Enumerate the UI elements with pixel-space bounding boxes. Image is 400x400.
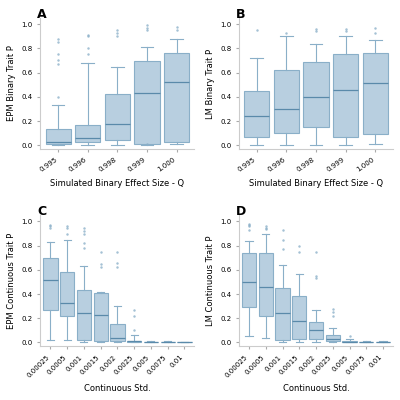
X-axis label: Simulated Binary Effect Size - Q: Simulated Binary Effect Size - Q: [249, 178, 383, 188]
PathPatch shape: [276, 288, 290, 340]
PathPatch shape: [292, 296, 306, 339]
PathPatch shape: [342, 341, 357, 342]
X-axis label: Continuous Std.: Continuous Std.: [283, 384, 350, 393]
Y-axis label: EPM Continuous Trait P: EPM Continuous Trait P: [7, 233, 16, 329]
PathPatch shape: [304, 62, 329, 127]
Text: A: A: [37, 8, 47, 21]
PathPatch shape: [94, 293, 108, 341]
PathPatch shape: [242, 253, 256, 307]
Text: D: D: [236, 205, 246, 218]
Y-axis label: EPM Binary Trait P: EPM Binary Trait P: [7, 46, 16, 122]
Text: B: B: [236, 8, 246, 21]
PathPatch shape: [46, 130, 71, 144]
PathPatch shape: [60, 272, 74, 316]
PathPatch shape: [105, 94, 130, 140]
PathPatch shape: [309, 322, 323, 339]
PathPatch shape: [244, 91, 269, 137]
PathPatch shape: [134, 61, 160, 144]
PathPatch shape: [326, 335, 340, 341]
X-axis label: Continuous Std.: Continuous Std.: [84, 384, 151, 393]
PathPatch shape: [75, 125, 100, 142]
X-axis label: Simulated Binary Effect Size - Q: Simulated Binary Effect Size - Q: [50, 178, 184, 188]
Y-axis label: LM Binary Trait P: LM Binary Trait P: [206, 48, 214, 118]
PathPatch shape: [333, 54, 358, 137]
PathPatch shape: [363, 53, 388, 134]
PathPatch shape: [43, 258, 58, 310]
PathPatch shape: [77, 290, 91, 340]
PathPatch shape: [127, 341, 141, 342]
PathPatch shape: [164, 53, 189, 142]
PathPatch shape: [110, 324, 124, 341]
PathPatch shape: [274, 70, 299, 133]
Text: C: C: [37, 205, 46, 218]
PathPatch shape: [259, 253, 273, 316]
Y-axis label: LM Continuous Trait P: LM Continuous Trait P: [206, 236, 214, 326]
